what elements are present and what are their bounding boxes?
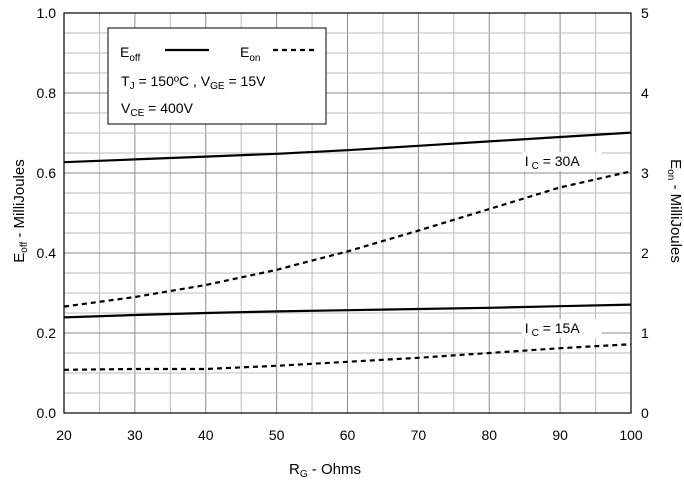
y-right-axis-title: Eon - MilliJoules	[665, 159, 684, 263]
legend-entry-eoff: Eoff	[120, 44, 141, 64]
x-tick-label: 60	[340, 427, 356, 443]
y-left-tick-label: 0.0	[37, 405, 57, 421]
series-lines	[63, 131, 632, 371]
x-tick-label: 20	[56, 427, 72, 443]
y-left-tick-labels: 0.0 0.2 0.4 0.6 0.8 1.0	[37, 5, 57, 421]
y-right-tick-label: 3	[641, 165, 649, 181]
series-line-eon	[63, 170, 632, 308]
y-right-tick-label: 1	[641, 325, 649, 341]
x-tick-label: 90	[552, 427, 568, 443]
annotation-background	[521, 152, 602, 172]
x-tick-labels: 20 30 40 50 60 70 80 90 100	[56, 427, 643, 443]
plot-border	[63, 12, 632, 414]
legend-entry-eon: Eon	[240, 44, 260, 64]
y-right-tick-label: 0	[641, 405, 649, 421]
legend-box	[107, 27, 327, 125]
x-tick-label: 70	[411, 427, 427, 443]
series-line-eoff	[63, 303, 632, 319]
y-right-tick-label: 2	[641, 245, 649, 261]
x-tick-label: 80	[481, 427, 497, 443]
y-left-tick-label: 0.4	[37, 245, 57, 261]
y-left-tick-label: 0.6	[37, 165, 57, 181]
legend: Eoff Eon TJ = 150ºC , VGE = 15V VCE = 40…	[107, 27, 327, 125]
y-left-tick-label: 0.2	[37, 325, 57, 341]
series-line-eoff	[63, 131, 632, 164]
plot-frame	[63, 12, 632, 414]
x-tick-label: 30	[127, 427, 143, 443]
x-tick-label: 40	[198, 427, 214, 443]
annotation-background	[521, 319, 602, 338]
x-tick-label: 100	[619, 427, 643, 443]
series-line-eon	[63, 343, 632, 371]
y-left-axis-title: Eoff - MilliJoules	[11, 159, 30, 262]
y-left-tick-label: 1.0	[37, 5, 57, 21]
legend-condition-vce: VCE = 400V	[121, 100, 194, 119]
x-tick-label: 50	[269, 427, 285, 443]
y-right-tick-label: 5	[641, 5, 649, 21]
legend-condition-tj-vge: TJ = 150ºC , VGE = 15V	[121, 73, 266, 92]
y-right-tick-label: 4	[641, 85, 649, 101]
y-left-tick-label: 0.8	[37, 85, 57, 101]
x-axis-title: RG - Ohms	[289, 461, 361, 480]
y-right-tick-labels: 0 1 2 3 4 5	[641, 5, 649, 421]
